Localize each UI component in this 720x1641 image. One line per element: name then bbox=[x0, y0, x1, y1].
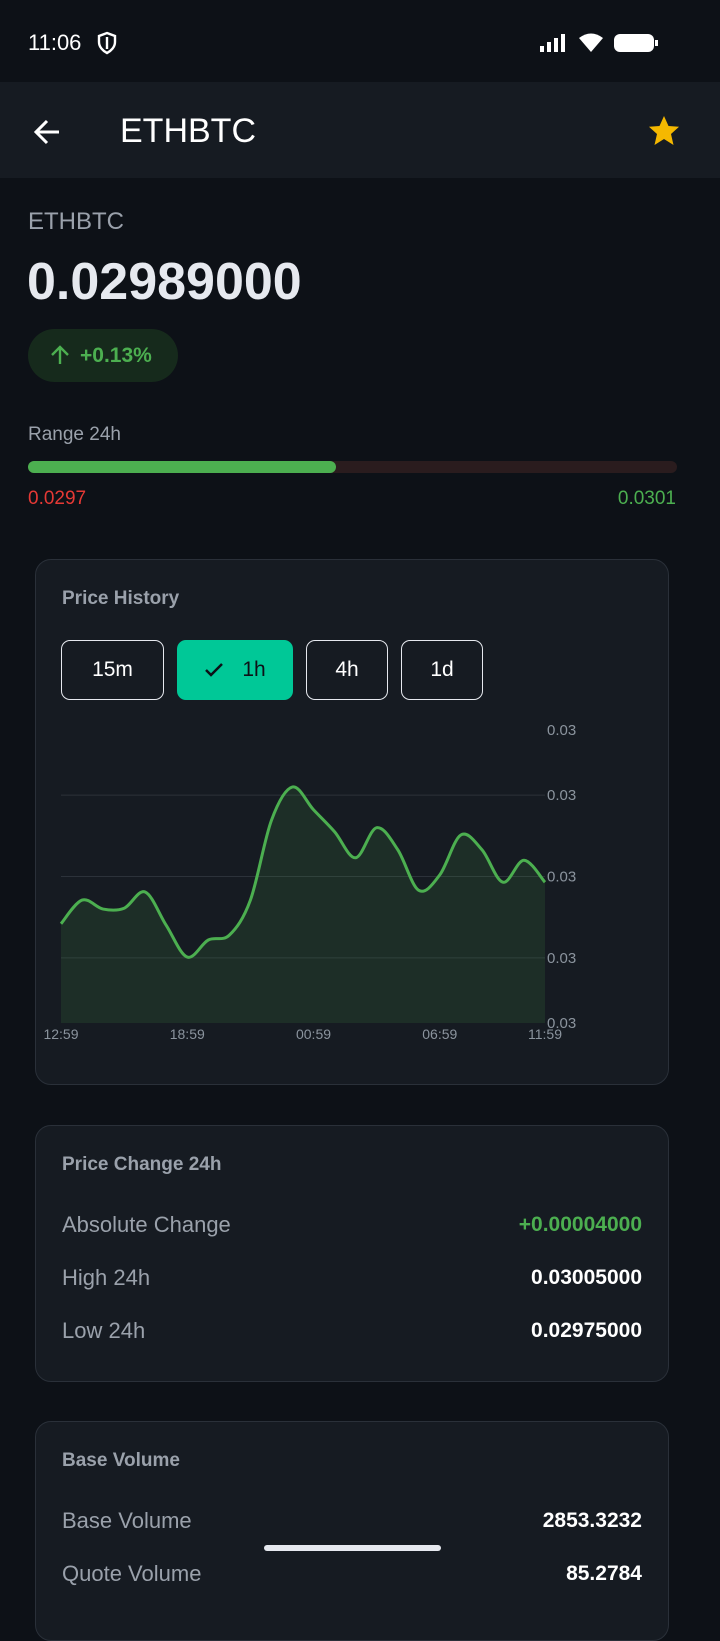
price-history-card: Price History 15m 1h 4h 1d bbox=[35, 559, 669, 1085]
interval-chip[interactable]: 4h bbox=[306, 640, 388, 700]
row-label: Base Volume bbox=[62, 1508, 192, 1533]
x-tick-label: 12:59 bbox=[43, 1026, 78, 1042]
range-fill bbox=[28, 461, 337, 473]
card-title: Price History bbox=[62, 588, 180, 609]
y-tick-label: 0.03 bbox=[547, 869, 576, 886]
interval-label: 1h bbox=[242, 658, 266, 681]
x-tick-label: 11:59 bbox=[528, 1026, 562, 1042]
x-tick-label: 18:59 bbox=[170, 1026, 205, 1042]
row-value: 0.03005000 bbox=[531, 1266, 642, 1289]
volume-card: Base Volume Base Volume 2853.3232 Quote … bbox=[35, 1421, 669, 1641]
range-high: 0.0301 bbox=[617, 488, 676, 509]
x-tick-label: 00:59 bbox=[296, 1026, 331, 1042]
interval-chip[interactable]: 1d bbox=[401, 640, 483, 700]
line bbox=[59, 785, 547, 959]
price: 0.02989000 bbox=[27, 253, 302, 311]
symbol: ETHBTC bbox=[28, 208, 124, 235]
row-value: 85.2784 bbox=[566, 1562, 642, 1585]
y-tick-label: 0.03 bbox=[547, 787, 576, 804]
change-percent: +0.13% bbox=[80, 344, 152, 367]
home-indicator bbox=[264, 1545, 441, 1551]
range-track bbox=[28, 461, 677, 473]
row-label: Quote Volume bbox=[62, 1561, 202, 1586]
shield-icon bbox=[97, 31, 117, 55]
range-low: 0.0297 bbox=[28, 488, 87, 509]
app-bar bbox=[0, 82, 720, 178]
price-change-card: Price Change 24h Absolute Change +0.0000… bbox=[35, 1125, 669, 1382]
card-title: Base Volume bbox=[62, 1450, 180, 1471]
interval-chip-selected[interactable]: 1h bbox=[177, 640, 293, 700]
row-label: High 24h bbox=[62, 1265, 151, 1290]
favorite-star[interactable] bbox=[647, 114, 681, 148]
check-icon bbox=[205, 663, 224, 677]
row-value: +0.00004000 bbox=[518, 1213, 642, 1236]
interval-chip[interactable]: 15m bbox=[61, 640, 164, 700]
card-title: Price Change 24h bbox=[62, 1154, 222, 1175]
back-button[interactable] bbox=[32, 117, 62, 147]
range-label: Range 24h bbox=[28, 424, 121, 445]
y-tick-label: 0.03 bbox=[547, 950, 576, 967]
price-chart: 0.03 0.03 0.03 0.03 0.03 12:59 18:59 00:59 06:59… bbox=[43, 722, 576, 1042]
status-time: 11:06 bbox=[28, 30, 82, 55]
row-label: Absolute Change bbox=[62, 1212, 231, 1237]
row-value: 0.02975000 bbox=[531, 1319, 642, 1342]
x-tick-label: 06:59 bbox=[422, 1026, 457, 1042]
status-icons bbox=[540, 33, 658, 52]
y-tick-label: 0.03 bbox=[547, 722, 576, 739]
app-bar-title: ETHBTC bbox=[120, 112, 256, 150]
row-value: 2853.3232 bbox=[542, 1509, 642, 1532]
up-arrow bbox=[51, 345, 69, 364]
y-tick-label: 0.03 bbox=[547, 1015, 576, 1032]
row-label: Low 24h bbox=[62, 1318, 146, 1343]
area bbox=[61, 786, 545, 1023]
screen: { "status_bar": {"time": "11:06"}, "app_… bbox=[0, 30, 720, 1641]
